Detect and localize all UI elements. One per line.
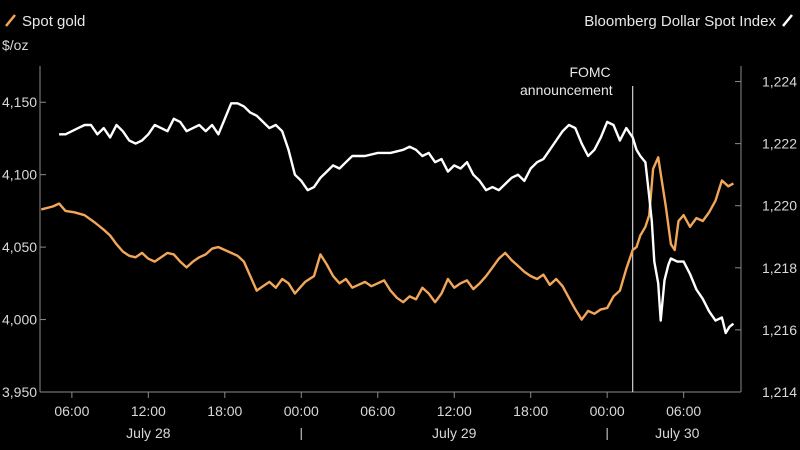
fomc-annotation-line1: FOMC [569, 64, 610, 80]
legend-dollar: Bloomberg Dollar Spot Index [584, 13, 793, 30]
x-axis-ticks: 06:00 12:00 18:00 00:00 06:00 12:00 18:00 00:00… [54, 392, 701, 419]
right-tick-label: 1,218 [762, 260, 797, 276]
right-tick-label: 1,220 [762, 198, 797, 214]
left-tick-label: 4,050 [2, 239, 37, 255]
left-tick-label: 4,000 [2, 312, 37, 328]
left-axis-unit: $/oz [2, 37, 28, 53]
dollar-series-line [59, 102, 735, 335]
x-tick-label: 06:00 [54, 403, 89, 419]
right-tick-label: 1,224 [762, 74, 797, 90]
right-axis-ticks: 1,224 1,222 1,220 1,218 1,216 1,214 [735, 74, 797, 400]
gold-legend-label: Spot gold [22, 13, 85, 30]
x-tick-label: 18:00 [513, 403, 548, 419]
x-tick-label: 12:00 [131, 403, 166, 419]
right-tick-label: 1,216 [762, 322, 797, 338]
x-axis-day-labels: July 28 July 29 July 30 [126, 425, 700, 441]
gold-legend-swatch [5, 14, 16, 27]
gold-series-line [41, 156, 734, 321]
x-tick-label: 06:00 [666, 403, 701, 419]
left-tick-label: 4,100 [2, 167, 37, 183]
x-tick-label: 00:00 [284, 403, 319, 419]
left-tick-label: 4,150 [2, 94, 37, 110]
x-tick-label: 18:00 [207, 403, 242, 419]
dollar-legend-swatch [782, 14, 793, 27]
x-tick-label: 00:00 [590, 403, 625, 419]
x-day-label: July 29 [432, 425, 477, 441]
x-day-label: July 30 [655, 425, 700, 441]
right-tick-label: 1,222 [762, 136, 797, 152]
legend-gold: Spot gold [5, 13, 85, 30]
x-tick-label: 06:00 [360, 403, 395, 419]
fomc-annotation-line2: announcement [520, 82, 613, 98]
x-day-label: July 28 [126, 425, 171, 441]
left-tick-label: 3,950 [2, 384, 37, 400]
left-axis-ticks: 4,150 4,100 4,050 4,000 3,950 [2, 94, 46, 400]
right-tick-label: 1,214 [762, 384, 797, 400]
dollar-legend-label: Bloomberg Dollar Spot Index [584, 13, 776, 30]
x-tick-label: 12:00 [437, 403, 472, 419]
